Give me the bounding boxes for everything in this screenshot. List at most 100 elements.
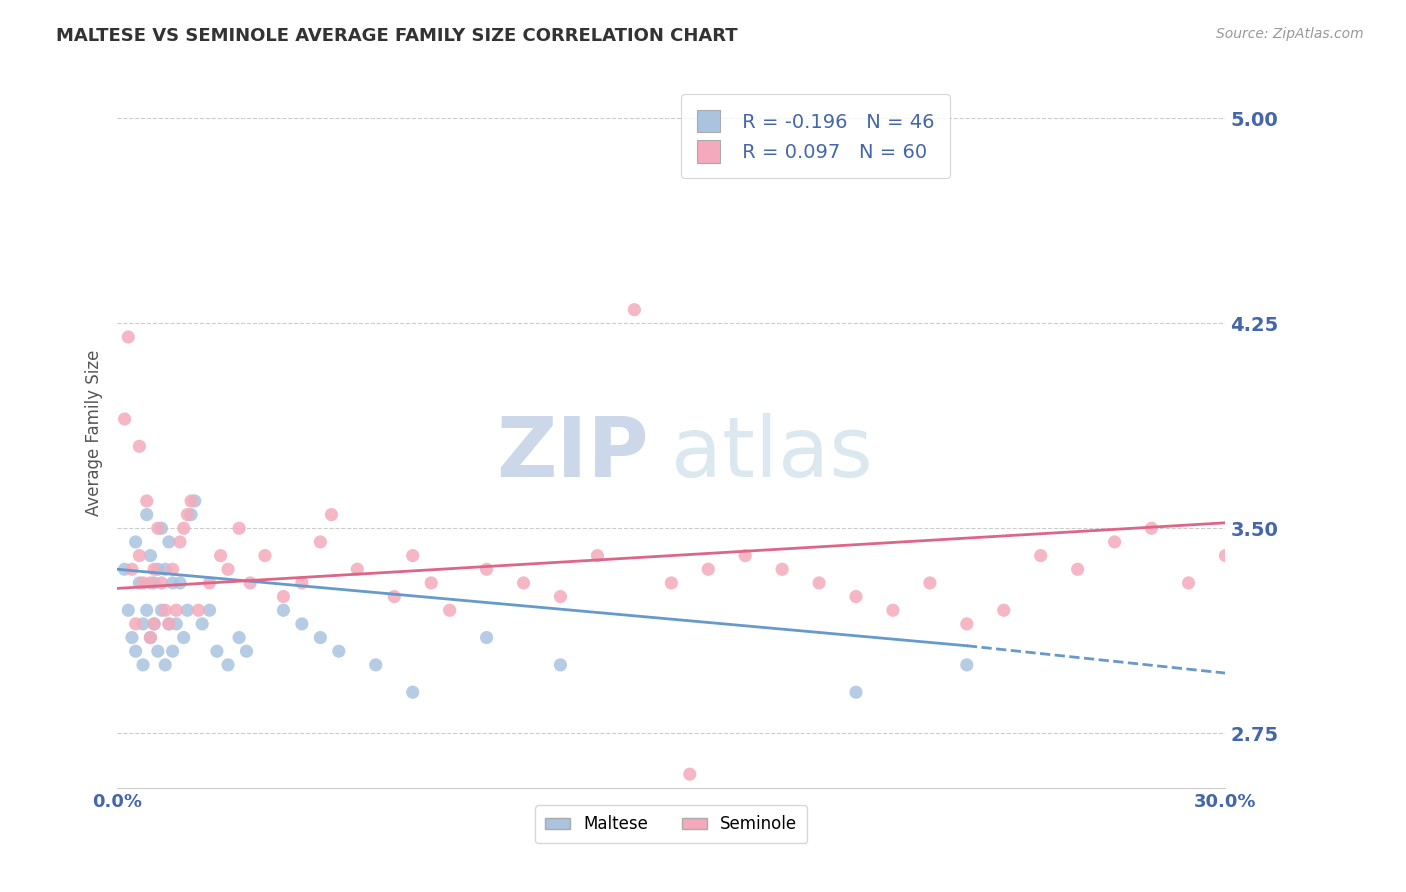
Point [128, 439, 150, 453]
Point [173, 631, 195, 645]
Point [143, 616, 166, 631]
Point [146, 562, 169, 576]
Text: ZIP: ZIP [496, 414, 650, 494]
Point [1177, 575, 1199, 590]
Point [475, 562, 498, 576]
Point [659, 575, 682, 590]
Point [162, 644, 184, 658]
Point [993, 603, 1015, 617]
Point [253, 549, 276, 563]
Point [180, 508, 202, 522]
Text: MALTESE VS SEMINOLE AVERAGE FAMILY SIZE CORRELATION CHART: MALTESE VS SEMINOLE AVERAGE FAMILY SIZE … [56, 27, 738, 45]
Point [135, 508, 157, 522]
Point [169, 535, 191, 549]
Point [956, 616, 979, 631]
Point [155, 657, 177, 672]
Point [918, 575, 941, 590]
Point [187, 603, 209, 617]
Point [1029, 549, 1052, 563]
Point [191, 616, 214, 631]
Point [198, 603, 221, 617]
Point [157, 535, 180, 549]
Point [169, 575, 191, 590]
Point [217, 562, 239, 576]
Point [228, 521, 250, 535]
Point [150, 575, 173, 590]
Point [309, 535, 332, 549]
Y-axis label: Average Family Size: Average Family Size [86, 350, 103, 516]
Point [1104, 535, 1126, 549]
Point [135, 603, 157, 617]
Point [1066, 562, 1088, 576]
Point [117, 603, 139, 617]
Point [273, 603, 295, 617]
Point [586, 549, 609, 563]
Point [550, 590, 572, 604]
Point [217, 657, 239, 672]
Point [162, 562, 184, 576]
Point [309, 631, 332, 645]
Point [139, 631, 162, 645]
Point [1215, 549, 1237, 563]
Point [143, 575, 166, 590]
Point [150, 603, 173, 617]
Point [157, 616, 180, 631]
Point [882, 603, 904, 617]
Point [146, 521, 169, 535]
Point [124, 616, 146, 631]
Point [132, 657, 155, 672]
Point [180, 494, 202, 508]
Point [155, 562, 177, 576]
Point [346, 562, 368, 576]
Point [845, 685, 868, 699]
Point [439, 603, 461, 617]
Point [165, 603, 187, 617]
Point [114, 562, 136, 576]
Point [114, 412, 136, 426]
Text: atlas: atlas [671, 414, 873, 494]
Point [176, 603, 198, 617]
Point [198, 575, 221, 590]
Point [845, 590, 868, 604]
Point [679, 767, 702, 781]
Point [808, 575, 831, 590]
Point [291, 575, 314, 590]
Point [162, 575, 184, 590]
Text: Source: ZipAtlas.com: Source: ZipAtlas.com [1216, 27, 1364, 41]
Point [124, 535, 146, 549]
Point [176, 508, 198, 522]
Point [205, 644, 228, 658]
Point [143, 562, 166, 576]
Point [184, 494, 207, 508]
Point [128, 575, 150, 590]
Point [173, 521, 195, 535]
Point [364, 657, 387, 672]
Point [550, 657, 572, 672]
Point [157, 616, 180, 631]
Point [228, 631, 250, 645]
Point [121, 631, 143, 645]
Point [117, 330, 139, 344]
Point [402, 549, 425, 563]
Point [623, 302, 645, 317]
Point [209, 549, 232, 563]
Point [239, 575, 262, 590]
Point [139, 549, 162, 563]
Point [402, 685, 425, 699]
Legend: Maltese, Seminole: Maltese, Seminole [536, 805, 807, 844]
Point [475, 631, 498, 645]
Point [135, 494, 157, 508]
Point [150, 521, 173, 535]
Point [956, 657, 979, 672]
Point [328, 644, 350, 658]
Point [132, 616, 155, 631]
Point [124, 644, 146, 658]
Point [139, 575, 162, 590]
Point [273, 590, 295, 604]
Point [132, 575, 155, 590]
Point [235, 644, 257, 658]
Point [382, 590, 405, 604]
Point [512, 575, 534, 590]
Point [143, 616, 166, 631]
Point [291, 616, 314, 631]
